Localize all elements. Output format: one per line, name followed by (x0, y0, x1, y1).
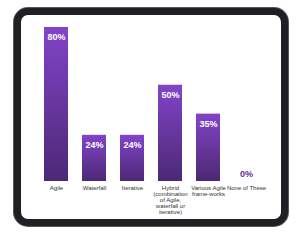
svg-text:50%: 50% (161, 90, 179, 100)
svg-text:24%: 24% (85, 140, 103, 150)
svg-text:Various Agileframe-works: Various Agileframe-works (191, 185, 226, 197)
svg-text:None of These: None of These (227, 185, 267, 191)
svg-text:0%: 0% (240, 169, 253, 179)
svg-text:24%: 24% (123, 140, 141, 150)
svg-text:Waterfall: Waterfall (83, 185, 106, 191)
svg-text:Hybrid(combinationof Agile,wat: Hybrid(combinationof Agile,waterfall ori… (153, 185, 187, 215)
svg-text:Agile: Agile (50, 185, 64, 191)
svg-text:35%: 35% (199, 119, 217, 129)
svg-text:80%: 80% (47, 32, 65, 42)
svg-text:Iterative: Iterative (122, 185, 144, 191)
